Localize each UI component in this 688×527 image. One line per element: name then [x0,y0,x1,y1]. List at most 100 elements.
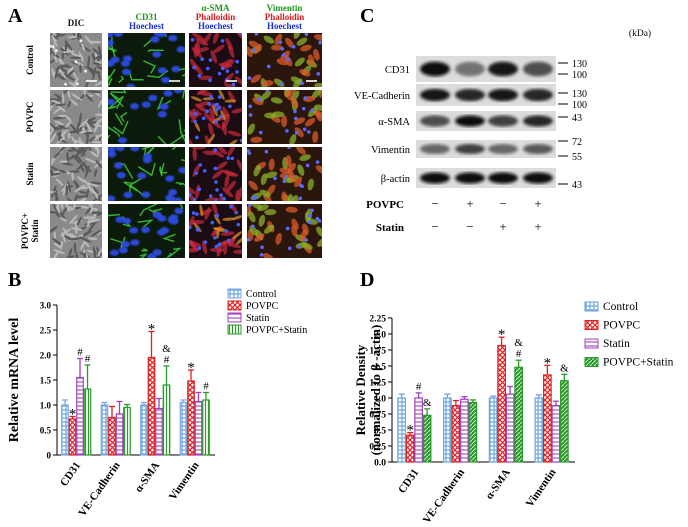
dic-cell [58,147,69,153]
dic-cell [84,80,89,87]
vimentin-cell [314,34,322,41]
bar [108,416,116,456]
dic-cell [50,121,55,132]
vimentin-cell [258,214,266,227]
micrograph-image [108,204,185,258]
vimentin-cell [247,123,255,135]
dic-cell [76,33,80,41]
nucleus [294,116,298,121]
legend-swatch [227,324,242,335]
nucleus [301,106,306,111]
dic-cell [90,218,100,223]
nucleus [287,246,292,251]
vimentin-cell [315,110,322,122]
x-tick-label: VE-Cadherin [421,467,467,526]
nucleus [157,215,167,222]
vimentin-cell [253,43,262,55]
nucleus [108,98,115,106]
y-tick-label: 0.25 [369,443,386,453]
cd31-junction [162,233,176,243]
dic-cell [77,197,88,201]
panel-label-c: C [360,5,374,27]
vimentin-cell [299,154,311,161]
nucleus [234,210,238,215]
micrograph-image [50,33,102,87]
blot-band [455,172,485,184]
marker-label: 43 [572,113,582,124]
dic-cell [95,160,102,169]
nucleus [315,160,320,164]
row-label: POVPC [25,102,35,133]
legend-label: POVPC+Statin [246,325,307,336]
significance-mark: * [187,360,195,376]
dic-cell [83,240,90,248]
cd31-junction [157,135,184,144]
dic-cell [70,227,83,231]
dic-cell [51,172,61,176]
dic-cell [89,150,99,158]
y-tick-label: 1.75 [369,347,386,357]
x-tick-label: Vimentin [524,467,559,510]
nucleus [218,114,223,119]
actin-fiber [212,33,220,44]
nucleus [210,220,215,225]
cd31-junction [114,112,124,126]
dic-cell [79,64,82,73]
sma-fiber [236,236,242,245]
cd31-junction [141,147,155,156]
nucleus [259,253,264,257]
dic-cell [92,186,99,194]
x-tick-label: CD31 [58,460,83,489]
dic-cell [79,118,89,128]
nucleus [280,46,285,51]
vimentin-cell [285,37,294,48]
dic-cell [63,235,74,241]
cd31-junction [179,204,184,210]
significance-mark: # [203,381,209,393]
y-tick-label: 0.0 [374,459,386,469]
dic-cell [93,54,102,60]
treatment-sign: + [534,219,541,234]
nucleus [121,68,131,76]
legend-swatch [584,301,599,312]
dic-cell [90,229,102,237]
nucleus [157,33,167,37]
cd31-junction [156,96,172,111]
dic-cell [50,104,54,112]
dic-cell [55,103,67,107]
nucleus [300,81,304,86]
actin-fiber [218,193,224,201]
vimentin-cell [281,191,288,201]
vimentin-cell [248,180,258,191]
bar [505,393,515,463]
dic-cell [54,54,58,63]
nucleus [285,226,290,231]
actin-fiber [211,204,219,216]
dic-cell [78,190,87,194]
sma-fiber [193,222,202,233]
nucleus [165,175,175,182]
nucleus [239,138,242,143]
y-tick-label: 0.5 [374,427,386,437]
actin-fiber [209,107,216,121]
micrograph-image [108,33,185,87]
vimentin-cell [261,80,274,87]
nucleus [178,167,185,174]
nucleus [287,147,291,149]
dic-cell [71,93,83,101]
bar [460,398,469,463]
dic-cell [59,211,66,220]
blot-band [488,61,518,77]
actin-fiber [224,83,238,87]
dic-cell [91,140,102,144]
actin-fiber [224,174,230,189]
vimentin-cell [302,223,309,235]
cd31-junction [147,49,164,53]
dic-cell [77,176,86,183]
dic-cell [53,249,66,255]
bar [534,397,544,463]
dic-cell [88,222,96,232]
blot-band [455,88,485,102]
nucleus [197,187,202,192]
nucleus [239,33,242,36]
